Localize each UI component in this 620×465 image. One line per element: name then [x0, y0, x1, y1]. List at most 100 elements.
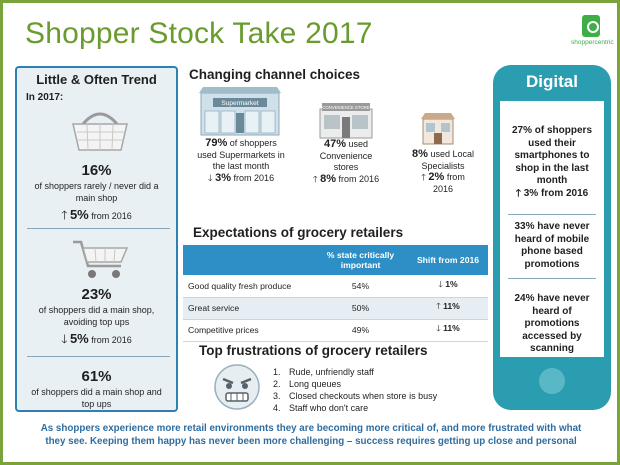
- change-value: 8%: [320, 172, 337, 185]
- stat-line: heard of: [532, 305, 572, 317]
- item-number: 3.: [273, 391, 281, 401]
- list-item: 4. Staff who don't care: [273, 402, 437, 414]
- divider: [508, 214, 596, 215]
- stat-line: scanning: [530, 343, 574, 354]
- stat-line: of shoppers: [229, 138, 277, 148]
- item-number: 4.: [273, 403, 281, 413]
- supermarket-sign: Supermarket: [221, 100, 258, 107]
- stat-line: month: [536, 175, 568, 186]
- digital-panel: Digital 27% of shoppers used their smart…: [493, 65, 611, 410]
- table-row: Good quality fresh produce 54% 🡓 1%: [183, 275, 488, 298]
- stat-change: 🡑 5% from 2016: [17, 206, 176, 227]
- panel-subtitle: In 2017:: [26, 92, 64, 103]
- frustrations-list: 1. Rude, unfriendly staff 2. Long queues 3…: [273, 366, 437, 414]
- down-arrow-icon: 🡓: [207, 172, 213, 183]
- stat-line: used: [348, 139, 369, 149]
- stat-line: phone based: [521, 246, 583, 257]
- shift-value: 1%: [445, 278, 458, 289]
- basket-icon: [72, 112, 128, 151]
- row-shift: 🡑 11%: [408, 297, 488, 320]
- column-header: Shift from 2016: [408, 245, 488, 275]
- row-pct: 54%: [313, 275, 408, 298]
- stat-line: of shoppers: [534, 125, 593, 136]
- row-pct: 50%: [313, 297, 408, 320]
- up-arrow-icon: 🡑: [61, 208, 68, 222]
- stat-line: promotions: [524, 258, 580, 270]
- digital-title: Digital: [526, 72, 578, 91]
- shift-value: 11%: [443, 301, 460, 311]
- item-text: Long queues: [289, 379, 342, 389]
- channel-stat-specialist: 8% used Local Specialists 🡑 2% from 2016: [403, 148, 483, 195]
- stat-line: smartphones to: [514, 150, 590, 161]
- change-value: 2%: [428, 171, 445, 183]
- stat-pct: 33%: [514, 221, 535, 232]
- change-value: 5%: [69, 331, 89, 346]
- stat-line: accessed by: [522, 330, 582, 342]
- stat-pct: 79%: [205, 137, 228, 149]
- digital-stat: 27% of shoppers used their smartphones t…: [500, 125, 604, 200]
- shopping-bag-icon: [582, 15, 600, 37]
- up-arrow-icon: 🡑: [421, 172, 426, 182]
- row-label: Great service: [183, 297, 313, 320]
- down-arrow-icon: 🡓: [436, 323, 441, 333]
- phone-home-button-icon: [539, 368, 565, 394]
- phone-screen: 27% of shoppers used their smartphones t…: [500, 101, 604, 357]
- row-label: Competitive prices: [183, 319, 313, 342]
- change-value: 3%: [215, 171, 232, 184]
- table-row: Great service 50% 🡑 11%: [183, 297, 488, 320]
- item-number: 2.: [273, 379, 281, 389]
- logo-text: shoppercentric: [571, 39, 614, 46]
- list-item: 3. Closed checkouts when store is busy: [273, 390, 437, 402]
- stat-desc-line: main shop: [75, 193, 118, 203]
- change-suffix: from 2016: [91, 335, 132, 345]
- item-text: Rude, unfriendly staff: [289, 367, 374, 377]
- footer-line: they see. Keeping them happy has never b…: [45, 435, 577, 447]
- convenience-store-icon: CONVENIENCE STORE: [319, 103, 373, 139]
- table-header-row: % state critically important Shift from …: [183, 245, 488, 275]
- stat-desc: of shoppers did a main shop and top ups: [17, 386, 176, 410]
- change-suffix: from 2016: [338, 173, 380, 184]
- stat-line: shop in the last: [515, 162, 589, 174]
- local-specialist-icon: [421, 113, 455, 145]
- digital-stat: 33% have never heard of mobile phone bas…: [500, 221, 604, 271]
- footer-line: As shoppers experience more retail envir…: [40, 423, 582, 434]
- stat-desc-line: avoiding top ups: [63, 317, 130, 327]
- list-item: 2. Long queues: [273, 378, 437, 390]
- stat-line: the last month: [212, 161, 270, 171]
- stat-desc-line: of shoppers did a main shop,: [38, 305, 155, 315]
- stat-desc-line: of shoppers rarely / never did a: [34, 181, 159, 191]
- divider: [27, 228, 170, 229]
- stat-line: have never: [537, 221, 590, 232]
- trolley-icon: [73, 240, 129, 278]
- expectations-title: Expectations of grocery retailers: [193, 225, 404, 240]
- stat-line: used Local: [430, 149, 474, 159]
- frustrations-title: Top frustrations of grocery retailers: [199, 343, 428, 358]
- page-title: Shopper Stock Take 2017: [25, 17, 373, 50]
- stat-pct: 16%: [81, 162, 112, 179]
- column-header: % state critically important: [313, 245, 408, 275]
- change-suffix: from 2016: [233, 172, 275, 183]
- change-suffix: from 2016: [540, 187, 589, 199]
- stat-line: stores: [333, 162, 359, 172]
- stat-change: 🡓 5% from 2016: [17, 330, 176, 351]
- channel-stat-convenience: 47% used Convenience stores 🡑 8% from 20…: [308, 138, 384, 185]
- change-suffix: from 2016: [91, 211, 132, 221]
- stat-line: Convenience: [319, 150, 373, 161]
- shift-value: 11%: [443, 323, 460, 333]
- table-row: Competitive prices 49% 🡓 11%: [183, 319, 488, 342]
- row-shift: 🡓 11%: [408, 319, 488, 342]
- stat-desc-line: top ups: [81, 399, 112, 409]
- down-arrow-icon: 🡓: [61, 332, 68, 346]
- change-value: 3%: [523, 187, 539, 199]
- stat-line: promotions: [524, 318, 580, 329]
- convenience-sign: CONVENIENCE STORE: [322, 105, 370, 110]
- down-arrow-icon: 🡓: [438, 278, 443, 289]
- stat-line: heard of mobile: [514, 233, 590, 245]
- column-header: [183, 245, 313, 275]
- footer-text: As shoppers experience more retail envir…: [11, 423, 611, 448]
- supermarket-icon: Supermarket: [199, 87, 281, 136]
- stat-pct: 23%: [81, 286, 112, 303]
- shoppercentric-logo: shoppercentric: [571, 15, 614, 57]
- little-often-panel: Little & Often Trend In 2017: 16% of sho…: [15, 66, 178, 412]
